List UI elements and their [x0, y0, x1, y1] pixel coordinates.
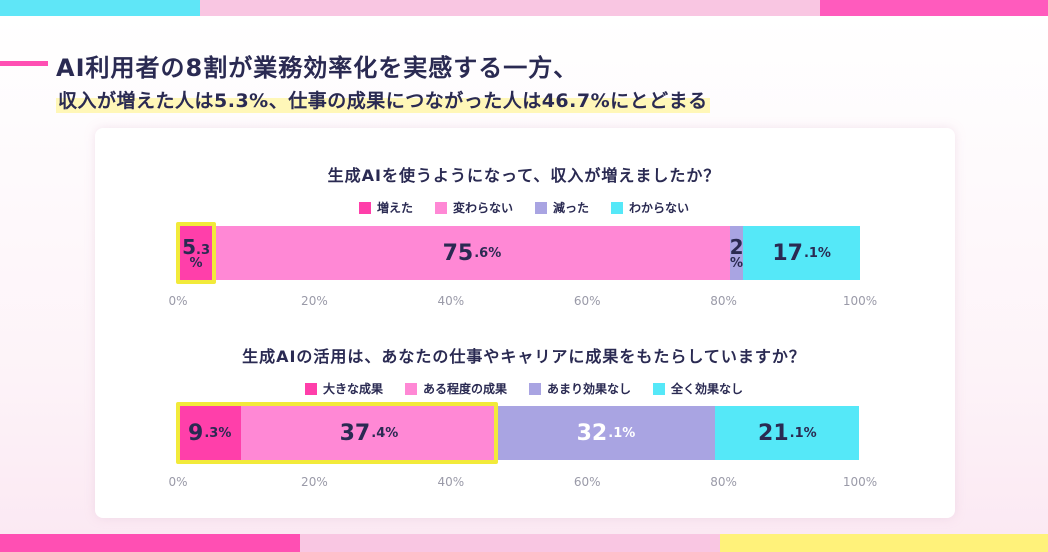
legend-item: 減った [535, 199, 589, 216]
chart1-title: 生成AIを使うようになって、収入が増えましたか？ [327, 166, 721, 185]
legend-swatch [404, 382, 417, 395]
x-tick-label: 20% [301, 294, 328, 308]
legend-item: 大きな成果 [304, 380, 383, 397]
data-label-value: 75 [442, 240, 474, 266]
data-label-value: 32 [576, 420, 608, 446]
x-tick-label: 80% [710, 294, 737, 308]
data-label-unit: .6% [474, 245, 502, 261]
legend-swatch [535, 201, 547, 214]
x-tick-label: 20% [301, 475, 328, 489]
data-label-unit: .1% [608, 425, 636, 441]
legend-item: 増えた [358, 199, 413, 216]
chart2-stacked-bar: 9.3% 37.4% 32.1% 21.1% [178, 406, 860, 460]
legend-swatch [529, 382, 541, 395]
chart2-x-axis: 0% 20% 40% 60% 80% 100% [168, 475, 877, 491]
bottom-decorative-stripe [0, 534, 1048, 552]
legend-label: 増えた [376, 201, 413, 215]
data-label-value: 37 [339, 420, 371, 446]
legend-label: 減った [553, 201, 590, 215]
legend-label: 全く効果なし [671, 382, 744, 396]
legend-label: あまり効果なし [547, 382, 632, 396]
legend-item: あまり効果なし [529, 380, 631, 397]
data-label-unit: .1% [803, 245, 831, 261]
bar-segment: 32.1% [496, 406, 716, 460]
legend-swatch [304, 382, 317, 395]
data-label-unit: .1% [789, 425, 817, 441]
bar-segment: 17.1% [743, 226, 860, 280]
bar-segment: 21.1% [715, 406, 860, 460]
data-label-unit: % [189, 255, 203, 271]
data-label: 2% [730, 237, 744, 270]
legend-label: 大きな成果 [322, 382, 383, 396]
bar-segment: 37.4% [241, 406, 497, 460]
x-tick-label: 0% [168, 475, 188, 489]
legend-item: わからない [611, 199, 689, 216]
chart1-legend: 増えた 変わらない 減った わからない [0, 199, 1048, 216]
legend-label: ある程度の成果 [422, 382, 507, 396]
x-tick-label: 40% [437, 475, 465, 489]
data-label-value: 21 [758, 420, 789, 446]
x-tick-label: 40% [437, 294, 465, 308]
legend-item: 全く効果なし [653, 380, 743, 397]
legend-item: 変わらない [434, 199, 513, 216]
headline-accent-bar [0, 61, 48, 66]
legend-label: わからない [629, 201, 690, 215]
x-tick-label: 0% [168, 294, 188, 308]
data-label-value: 5.3 [182, 234, 211, 259]
chart1-x-axis: 0% 20% 40% 60% 80% 100% [168, 294, 877, 310]
data-label: 5.3% [182, 237, 210, 270]
data-label-value: 2 [729, 234, 744, 259]
top-decorative-stripe [0, 0, 1048, 16]
x-tick-label: 100% [842, 475, 878, 489]
x-tick-label: 80% [710, 475, 737, 489]
chart2-title: 生成AIの活用は、あなたの仕事やキャリアに成果をもたらしていますか？ [242, 347, 806, 366]
bar-segment: 75.6% [214, 226, 730, 280]
x-tick-label: 60% [573, 294, 601, 308]
x-tick-label: 60% [573, 475, 601, 489]
data-label-unit: .4% [371, 425, 399, 441]
bar-segment: 2% [730, 226, 744, 280]
data-label-unit: .3% [204, 425, 232, 441]
headline-main: AI利用者の8割が業務効率化を実感する一方、 [56, 54, 579, 82]
bar-segment: 5.3% [178, 226, 215, 280]
legend-swatch [358, 201, 371, 214]
chart2-legend: 大きな成果 ある程度の成果 あまり効果なし 全く効果なし [0, 380, 1048, 397]
legend-swatch [611, 201, 624, 214]
legend-swatch [653, 382, 666, 395]
headline-sub: 収入が増えた人は5.3%、仕事の成果につながった人は46.7%にとどまる [56, 86, 710, 113]
chart1-stacked-bar: 5.3% 75.6% 2% 17.1% [178, 226, 860, 280]
data-label-value: 9 [188, 420, 204, 446]
legend-item: ある程度の成果 [404, 380, 507, 397]
legend-label: 変わらない [452, 201, 513, 215]
legend-swatch [434, 201, 447, 214]
bar-segment: 9.3% [178, 406, 242, 460]
x-tick-label: 100% [842, 294, 878, 308]
data-label-value: 17 [772, 240, 803, 266]
data-label-unit: % [730, 255, 744, 271]
